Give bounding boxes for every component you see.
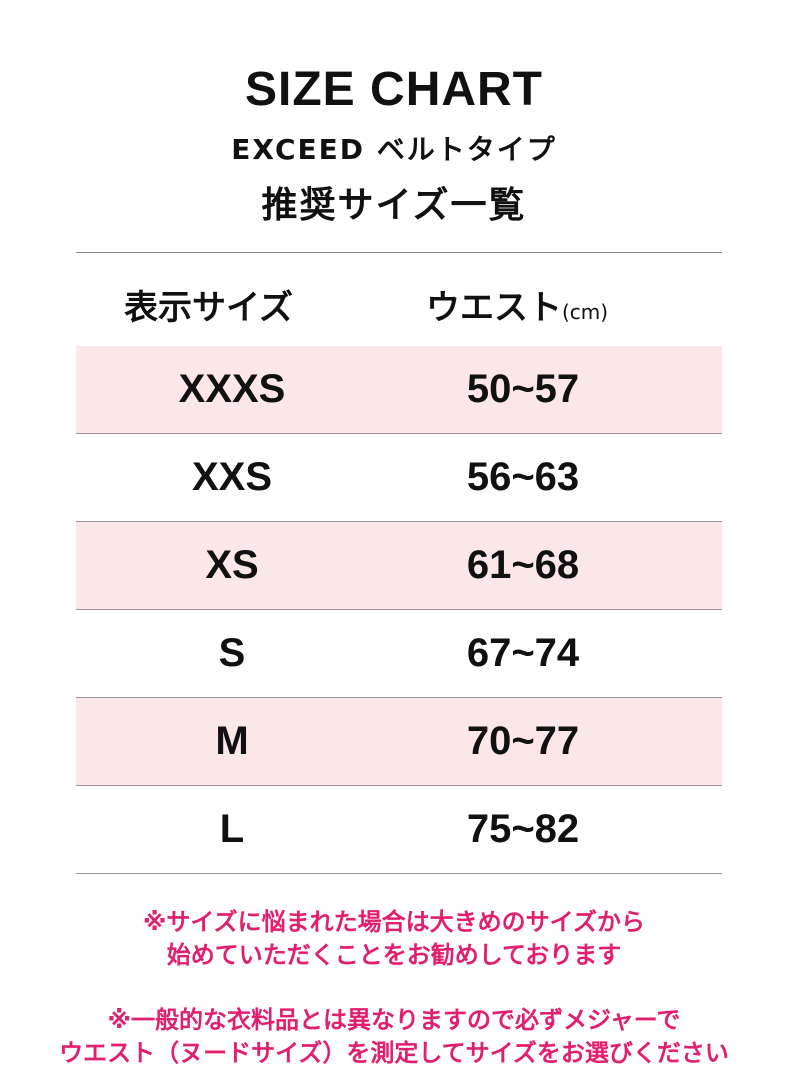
waist-label: ウエスト [426,288,562,328]
note-measure-advice: ※一般的な衣料品とは異なりますので必ずメジャーでウエスト（ヌードサイズ）を測定し… [0,1004,788,1070]
waist-cell: 67~74 [466,631,580,675]
waist-cell: 75~82 [466,807,580,851]
waist-cell: 61~68 [466,543,580,587]
table-row: L 75~82 [76,786,722,874]
page-title: SIZE CHART [245,63,543,116]
size-cell: XXS [191,455,273,499]
table-row: XS 61~68 [76,522,722,610]
table-row: M 70~77 [76,698,722,786]
note-line: ※サイズに悩まれた場合は大きめのサイズから [143,908,645,936]
size-cell: XS [205,543,259,587]
unit-label: (cm) [562,300,609,324]
note-size-advice: ※サイズに悩まれた場合は大きめのサイズから 始めていただくことをお勧めしております [0,906,788,972]
table-row: XXS 56~63 [76,434,722,522]
waist-cell: 56~63 [466,455,580,499]
note-line: 始めていただくことをお勧めしております [166,941,622,969]
column-header-waist: ウエスト(cm) [426,280,608,329]
waist-cell: 70~77 [466,719,580,763]
note-line: ウエスト（ヌードサイズ）を測定してサイズをお選びください [59,1039,729,1067]
size-cell: XXXS [178,367,286,411]
section-heading: 推奨サイズ一覧 [261,185,527,226]
table-row: XXXS 50~57 [76,346,722,434]
size-cell: L [219,807,245,851]
waist-cell: 50~57 [466,367,580,411]
divider [76,252,722,253]
size-cell: M [215,719,249,763]
note-line: ※一般的な衣料品とは異なりますので必ずメジャーで [107,1006,681,1034]
table-row: S 67~74 [76,610,722,698]
column-header-size: 表示サイズ [124,288,293,328]
size-cell: S [218,631,246,675]
product-subtitle: EXCEED ベルトタイプ [231,133,557,166]
